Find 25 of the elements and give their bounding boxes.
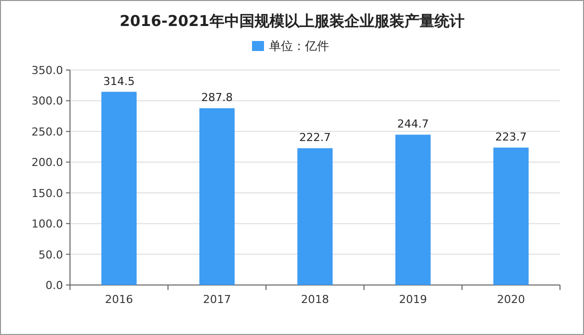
- x-tick-label: 2019: [399, 293, 427, 306]
- bar: [101, 92, 137, 285]
- y-tick-label: 200.0: [32, 156, 63, 170]
- chart-title: 2016-2021年中国规模以上服装企业服装产量统计: [120, 12, 464, 30]
- x-tick-label: 2018: [301, 293, 329, 306]
- bar: [395, 134, 431, 285]
- x-tick-label: 2017: [203, 293, 231, 306]
- bar: [297, 148, 333, 285]
- data-label: 244.7: [397, 118, 429, 131]
- data-label: 314.5: [103, 74, 135, 88]
- x-tick-label: 2020: [497, 293, 525, 306]
- y-tick-label: 300.0: [32, 94, 63, 108]
- data-label: 222.7: [299, 131, 331, 144]
- data-label: 223.7: [495, 130, 527, 144]
- y-tick-label: 50.0: [38, 248, 63, 262]
- y-tick-label: 0.0: [46, 279, 63, 292]
- y-tick-label: 150.0: [32, 186, 63, 200]
- y-tick-label: 100.0: [32, 218, 63, 231]
- x-tick-label: 2016: [105, 293, 133, 306]
- data-label: 287.8: [201, 91, 233, 104]
- y-tick-label: 250.0: [32, 125, 63, 138]
- y-tick-label: 350.0: [32, 64, 63, 77]
- bar: [199, 108, 235, 285]
- legend-label: 单位：亿件: [269, 39, 329, 53]
- bar: [493, 148, 529, 285]
